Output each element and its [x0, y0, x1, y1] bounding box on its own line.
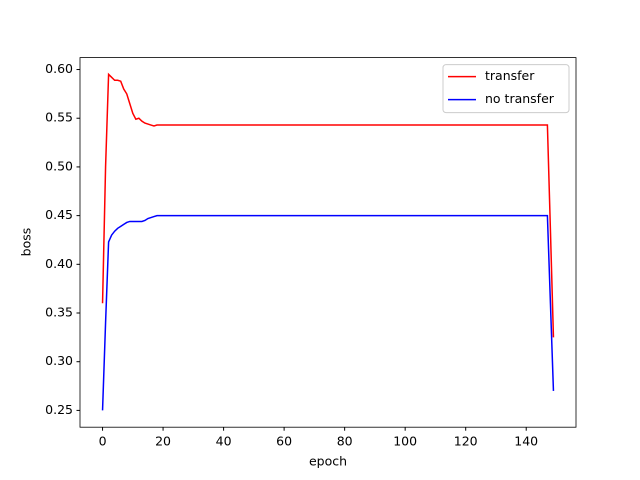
x-axis-label: epoch [309, 454, 347, 469]
x-tick-label: 0 [99, 434, 107, 449]
x-tick-label: 40 [216, 434, 232, 449]
y-tick-label: 0.50 [45, 158, 73, 173]
x-tick-label: 60 [276, 434, 292, 449]
y-tick-label: 0.60 [45, 61, 73, 76]
legend-label: no transfer [485, 91, 555, 106]
line-series [101, 214, 555, 411]
y-tick-label: 0.25 [45, 402, 73, 417]
legend-label: transfer [485, 68, 535, 83]
x-tick-label: 20 [155, 434, 171, 449]
y-tick-label: 0.55 [45, 110, 73, 125]
line-series [101, 72, 555, 338]
y-tick-label: 0.30 [45, 353, 73, 368]
x-tick-label: 140 [514, 434, 538, 449]
y-tick-label: 0.35 [45, 305, 73, 320]
plot-frame [79, 57, 577, 428]
y-tick-label: 0.40 [45, 256, 73, 271]
x-tick-label: 100 [393, 434, 417, 449]
y-axis-label: boss [19, 228, 34, 257]
x-tick-label: 120 [454, 434, 478, 449]
x-tick-label: 80 [337, 434, 353, 449]
y-tick-label: 0.45 [45, 207, 73, 222]
